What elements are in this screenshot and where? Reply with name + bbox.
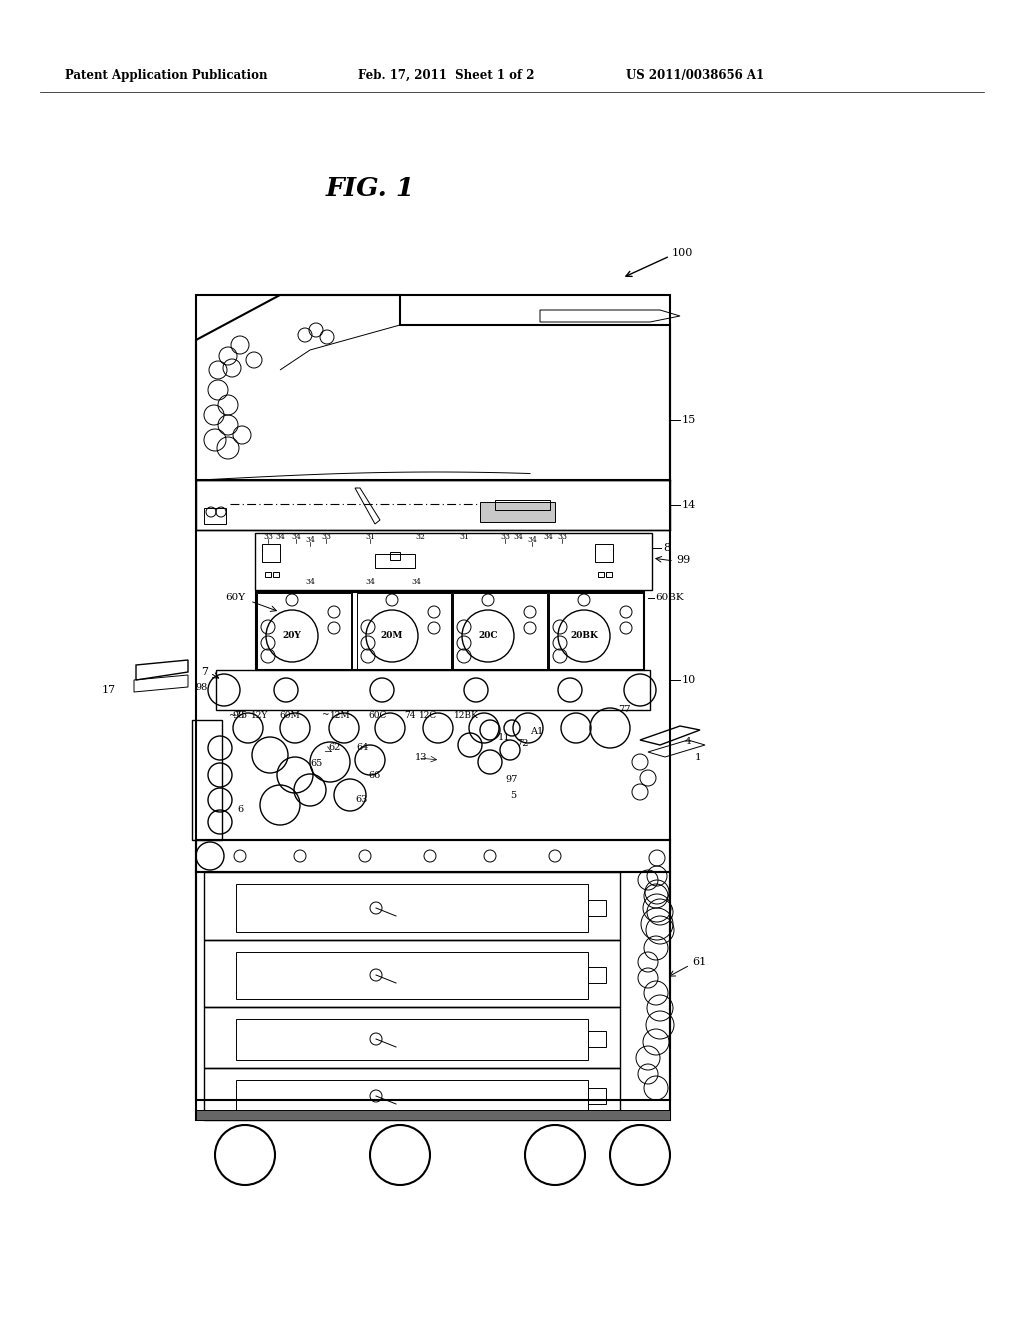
Bar [236,1080,588,1111]
Bar [236,884,588,932]
Text: 34: 34 [305,536,315,544]
Text: ~75: ~75 [228,710,248,719]
Bar [588,1088,606,1104]
Bar [216,671,650,710]
Bar [453,593,547,669]
Text: 11: 11 [498,733,511,742]
Text: 98: 98 [196,682,208,692]
Bar [357,593,451,669]
Bar [606,572,612,577]
Text: 8: 8 [663,543,670,553]
Text: 10: 10 [682,675,696,685]
Text: 5: 5 [510,791,516,800]
Text: FIG. 1: FIG. 1 [326,176,415,201]
Bar [236,952,588,999]
Text: 34: 34 [305,578,315,586]
Text: 34: 34 [291,533,301,541]
Text: 31: 31 [459,533,469,541]
Text: 4: 4 [685,738,691,747]
Text: 60Y: 60Y [225,594,245,602]
Bar [549,593,643,669]
Bar [196,1110,670,1119]
Text: 34: 34 [366,578,375,586]
Text: 20Y: 20Y [283,631,301,640]
Bar [265,572,271,577]
Bar [196,840,670,873]
Text: 64: 64 [356,743,369,752]
Bar [273,572,279,577]
Bar [255,533,652,590]
Bar [204,873,620,940]
Bar [262,544,280,562]
Text: 13: 13 [415,752,427,762]
Bar [196,480,670,531]
Bar [236,1019,588,1060]
Text: 17: 17 [101,685,116,696]
Text: Feb. 17, 2011  Sheet 1 of 2: Feb. 17, 2011 Sheet 1 of 2 [358,69,535,82]
Text: 33: 33 [263,533,273,541]
Text: 60BK: 60BK [655,594,684,602]
Text: 74: 74 [404,710,416,719]
Text: 6: 6 [237,805,243,814]
Bar [204,940,620,1007]
Bar [204,1007,620,1068]
Bar [598,572,604,577]
Text: ~: ~ [322,710,329,719]
Text: 33: 33 [321,533,331,541]
Text: 98: 98 [232,710,245,719]
Bar [204,1068,620,1119]
Text: 60C: 60C [369,710,387,719]
Text: 12Y: 12Y [251,710,268,719]
Bar [480,502,555,521]
Bar [588,968,606,983]
Text: 20C: 20C [478,631,498,640]
Bar [588,1031,606,1047]
Text: 34: 34 [411,578,421,586]
Bar [256,591,644,671]
Text: 31: 31 [366,533,375,541]
Text: 61: 61 [692,957,707,968]
Text: 100: 100 [672,248,693,257]
Text: 33: 33 [500,533,510,541]
Text: US 2011/0038656 A1: US 2011/0038656 A1 [626,69,764,82]
Bar [193,719,222,840]
Text: 62: 62 [328,743,340,752]
Bar [375,554,415,568]
Text: 15: 15 [682,414,696,425]
Text: 72: 72 [516,738,528,747]
Text: 34: 34 [275,533,285,541]
Bar [595,544,613,562]
Text: 20BK: 20BK [570,631,598,640]
Text: 77: 77 [618,705,631,714]
Text: 60M: 60M [280,710,300,719]
Text: Patent Application Publication: Patent Application Publication [65,69,267,82]
Text: 20M: 20M [381,631,403,640]
Text: 32: 32 [415,533,425,541]
Bar [390,552,400,560]
Bar [196,294,670,1119]
Bar [588,900,606,916]
Text: A1: A1 [530,727,544,737]
Text: 33: 33 [557,533,567,541]
Text: 63: 63 [355,796,368,804]
Text: 14: 14 [682,500,696,510]
Text: 1: 1 [695,754,701,763]
Text: 65: 65 [310,759,323,768]
Text: 12M: 12M [330,710,350,719]
Text: 7: 7 [201,667,208,677]
Bar [495,500,550,510]
Text: 12BK: 12BK [454,710,478,719]
Text: 12C: 12C [419,710,437,719]
Text: 66: 66 [368,771,380,780]
Text: 99: 99 [676,554,690,565]
Bar [257,593,351,669]
Bar [204,508,226,524]
Text: 34: 34 [543,533,553,541]
Text: 34: 34 [513,533,523,541]
Bar [196,873,670,1100]
Text: 97: 97 [505,776,517,784]
Text: 34: 34 [527,536,537,544]
